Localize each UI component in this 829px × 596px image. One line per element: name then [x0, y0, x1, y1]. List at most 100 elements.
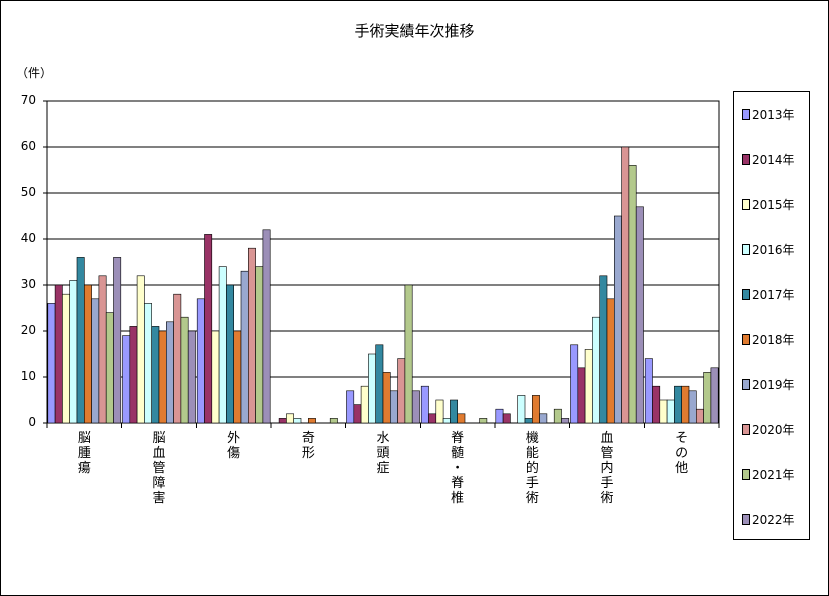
- bar: [628, 165, 637, 424]
- bar: [524, 418, 533, 424]
- bar: [105, 312, 114, 424]
- legend-swatch: [742, 513, 750, 525]
- bar: [457, 413, 466, 424]
- legend-swatch: [742, 243, 750, 255]
- bar: [360, 385, 369, 424]
- bar: [211, 330, 220, 424]
- bar: [173, 293, 182, 424]
- bar: [666, 399, 675, 424]
- bar: [84, 284, 92, 424]
- legend-label: 2015年: [752, 197, 795, 212]
- bar: [129, 326, 138, 424]
- y-tick-label: 20: [20, 323, 36, 337]
- bar: [599, 275, 608, 424]
- legend-label: 2019年: [752, 377, 795, 392]
- legend-label: 2014年: [752, 152, 795, 167]
- bar: [652, 385, 661, 424]
- bar: [204, 234, 213, 424]
- legend-swatch: [742, 153, 750, 165]
- bar: [329, 418, 338, 424]
- legend-label: 2018年: [752, 332, 795, 347]
- bar: [659, 399, 668, 424]
- legend-item: 2019年: [742, 377, 795, 392]
- bar: [688, 390, 697, 424]
- category-label: 奇形: [301, 431, 315, 461]
- category-label: 外傷: [227, 431, 241, 461]
- bar: [674, 385, 683, 424]
- bar: [187, 330, 196, 424]
- bar: [495, 408, 504, 424]
- legend-swatch: [742, 288, 750, 300]
- bar: [442, 418, 451, 424]
- bar: [531, 395, 540, 424]
- legend-swatch: [742, 108, 750, 120]
- bar: [293, 418, 302, 424]
- legend-label: 2013年: [752, 107, 795, 122]
- legend-item: 2013年: [742, 107, 795, 122]
- bar: [151, 326, 160, 424]
- legend-label: 2022年: [752, 512, 795, 527]
- bar: [196, 298, 205, 424]
- bar: [644, 358, 653, 424]
- y-tick-label: 50: [20, 185, 36, 199]
- legend-item: 2020年: [742, 422, 795, 437]
- bar: [397, 358, 406, 424]
- bar: [144, 303, 152, 424]
- bar: [621, 146, 630, 424]
- bar: [553, 408, 562, 424]
- y-tick-label: 40: [20, 231, 36, 245]
- bar: [584, 349, 593, 424]
- legend-item: 2017年: [742, 287, 795, 302]
- legend-label: 2016年: [752, 242, 795, 257]
- legend: 2013年 2014年 2015年 2016年 2017年 2018年 2019年 2020年…: [733, 91, 810, 540]
- y-tick-label: 30: [20, 277, 36, 291]
- bar: [255, 266, 264, 424]
- legend-label: 2017年: [752, 287, 795, 302]
- y-tick-label: 60: [20, 139, 36, 153]
- bar: [539, 413, 548, 424]
- bar: [69, 280, 78, 424]
- bar: [382, 372, 391, 424]
- bar: [517, 395, 526, 424]
- bar: [278, 418, 287, 424]
- bar: [606, 298, 615, 424]
- bar: [166, 321, 174, 424]
- bar: [695, 408, 704, 424]
- legend-label: 2020年: [752, 422, 795, 437]
- legend-item: 2015年: [742, 197, 795, 212]
- y-tick-label: 0: [28, 415, 36, 429]
- bar: [158, 330, 167, 424]
- bar: [346, 390, 355, 424]
- legend-label: 2021年: [752, 467, 795, 482]
- bar: [435, 399, 444, 424]
- bar: [98, 275, 107, 424]
- category-label: 血管内手術: [600, 431, 614, 506]
- category-label: 脳血管障害: [152, 431, 166, 506]
- bar: [262, 229, 271, 424]
- category-label: その他: [675, 431, 689, 476]
- legend-swatch: [742, 378, 750, 390]
- bar: [411, 390, 420, 424]
- bar: [218, 266, 227, 424]
- bar: [122, 335, 131, 424]
- bar: [479, 418, 488, 424]
- bar: [703, 372, 712, 424]
- bar: [248, 247, 256, 424]
- legend-swatch: [742, 468, 750, 480]
- bar: [180, 316, 189, 424]
- bar: [375, 344, 384, 424]
- bar: [570, 344, 579, 424]
- bar: [389, 390, 398, 424]
- bar: [428, 413, 437, 424]
- chart-title: 手術実績年次推移: [354, 22, 475, 40]
- bar: [635, 206, 644, 424]
- category-label: 機能的手術: [525, 431, 539, 506]
- bar: [307, 418, 316, 424]
- y-tick-label: 70: [20, 93, 36, 107]
- bar: [561, 418, 570, 424]
- bar: [368, 353, 376, 424]
- legend-item: 2016年: [742, 242, 795, 257]
- bar: [681, 385, 690, 424]
- legend-item: 2018年: [742, 332, 795, 347]
